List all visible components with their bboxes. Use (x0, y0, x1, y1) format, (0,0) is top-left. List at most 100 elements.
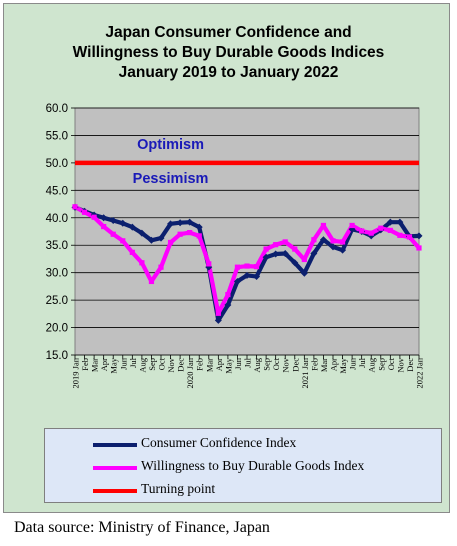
y-tick-label: 35.0 (46, 240, 68, 252)
x-tick-label: Aug (137, 357, 147, 372)
willingness-to-buy-point (177, 231, 183, 237)
chart-title-line-1: Japan Consumer Confidence and (105, 24, 352, 41)
x-tick-label: Nov (281, 357, 291, 372)
legend-label-turning-point: Turning point (141, 481, 216, 496)
willingness-to-buy-point (244, 263, 250, 269)
x-tick-label: Sep (147, 358, 157, 371)
consumer-confidence-point (176, 219, 184, 227)
x-tick-label: Aug (252, 357, 262, 372)
x-tick-label: Aug (367, 357, 377, 372)
x-tick-label: Feb (195, 358, 205, 371)
x-tick-label: Jul (357, 357, 367, 368)
consumer-confidence-point (300, 269, 308, 277)
willingness-to-buy-point (167, 239, 174, 246)
legend: Consumer Confidence Index Willingness to… (44, 428, 442, 503)
y-tick-label: 50.0 (46, 158, 68, 170)
willingness-to-buy-point (378, 225, 384, 231)
chart-title-line-3: January 2019 to January 2022 (118, 64, 339, 81)
willingness-to-buy-point (406, 234, 413, 240)
legend-swatch-consumer-confidence (93, 443, 137, 447)
x-tick-label: Apr (99, 358, 109, 371)
consumer-confidence-point (167, 220, 175, 228)
consumer-confidence-point (214, 316, 222, 324)
x-tick-label: 2021 Jan (300, 357, 310, 388)
x-tick-label: Jul (128, 357, 138, 368)
consumer-confidence-point (329, 243, 337, 251)
chart-title-line-2: Willingness to Buy Durable Goods Indices (72, 44, 385, 61)
legend-item-willingness-to-buy: Willingness to Buy Durable Goods Index (45, 457, 441, 477)
consumer-confidence-point (233, 277, 241, 285)
consumer-confidence-point (128, 223, 136, 231)
legend-swatch-willingness-to-buy (93, 466, 137, 470)
x-tick-label: Apr (329, 358, 339, 371)
y-tick-label: 55.0 (46, 130, 68, 142)
x-tick-label: Sep (262, 358, 272, 371)
x-tick-label: Nov (166, 357, 176, 372)
x-tick-label: Mar (204, 358, 214, 372)
willingness-to-buy-point (349, 222, 355, 229)
y-tick-label: 45.0 (46, 185, 68, 197)
consumer-confidence-point (262, 253, 270, 261)
willingness-to-buy-point (311, 237, 317, 243)
x-tick-label: Feb (80, 358, 90, 371)
consumer-confidence-point (291, 259, 299, 267)
willingness-to-buy-point (101, 223, 107, 230)
legend-label-consumer-confidence: Consumer Confidence Index (141, 435, 297, 450)
x-tick-label: Oct (157, 357, 167, 370)
consumer-confidence-point (138, 229, 146, 237)
consumer-confidence-point (147, 236, 155, 244)
willingness-to-buy-point (282, 239, 288, 245)
x-tick-label: 2019 Jan (71, 357, 81, 388)
willingness-to-buy-point (234, 264, 241, 270)
x-tick-label: Jun (348, 357, 358, 370)
x-tick-label: 2022 Jan (415, 357, 425, 388)
willingness-to-buy-point (110, 231, 116, 237)
y-tick-label: 20.0 (46, 323, 68, 335)
consumer-confidence-point (195, 223, 203, 231)
data-source-note: Data source: Ministry of Finance, Japan (14, 519, 270, 536)
consumer-confidence-point (224, 301, 232, 309)
consumer-confidence-point (319, 236, 327, 244)
x-tick-label: May (223, 357, 233, 373)
willingness-to-buy-point (330, 238, 336, 244)
x-tick-label: May (338, 357, 348, 373)
consumer-confidence-point (119, 219, 127, 227)
willingness-to-buy-point (416, 245, 422, 251)
x-tick-label: Mar (90, 358, 100, 372)
willingness-to-buy-point (158, 264, 164, 270)
willingness-to-buy-point (253, 264, 260, 270)
willingness-to-buy-point (91, 214, 97, 220)
legend-swatch-turning-point (93, 489, 137, 493)
x-tick-label: Oct (386, 357, 396, 370)
willingness-to-buy-point (215, 310, 221, 316)
consumer-confidence-point (157, 234, 165, 242)
x-tick-label: Oct (271, 357, 281, 370)
willingness-to-buy-point (368, 230, 374, 236)
x-tick-label: Mar (319, 358, 329, 372)
y-tick-label: 25.0 (46, 295, 68, 307)
x-tick-label: Apr (214, 358, 224, 371)
annotation-pessimism: Pessimism (133, 171, 209, 187)
consumer-confidence-point (253, 273, 261, 281)
willingness-to-buy-point (120, 238, 126, 244)
x-tick-label: Dec (176, 358, 186, 372)
x-tick-label: Jul (243, 357, 253, 368)
willingness-to-buy-point (196, 233, 202, 239)
consumer-confidence-point (186, 218, 194, 226)
consumer-confidence-point (310, 249, 318, 257)
y-tick-label: 60.0 (46, 103, 68, 115)
y-tick-label: 30.0 (46, 268, 68, 280)
y-tick-label: 15.0 (46, 350, 68, 362)
consumer-confidence-point (396, 218, 404, 226)
willingness-to-buy-point (397, 232, 403, 238)
consumer-confidence-point (386, 218, 394, 226)
willingness-to-buy-point (273, 242, 279, 248)
consumer-confidence-point (243, 271, 251, 279)
willingness-to-buy-point (129, 249, 135, 255)
x-tick-label: Nov (395, 357, 405, 372)
legend-label-willingness-to-buy: Willingness to Buy Durable Goods Index (141, 458, 365, 473)
x-tick-label: Dec (290, 358, 300, 372)
willingness-to-buy-point (320, 222, 327, 229)
willingness-to-buy-point (139, 260, 145, 266)
line-chart: 15.0 20.0 25.0 30.0 35.0 40.0 45.0 50.0 55.0 60.0… (46, 103, 425, 388)
